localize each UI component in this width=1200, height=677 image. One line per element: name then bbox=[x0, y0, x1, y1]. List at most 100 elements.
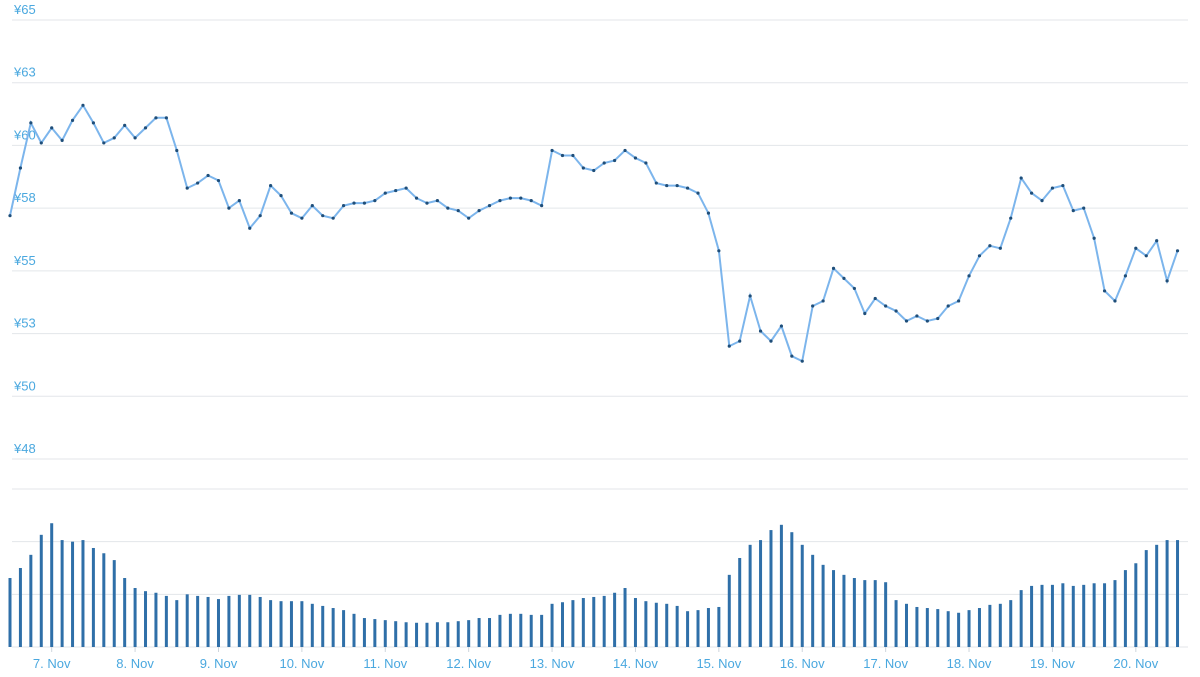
volume-bar bbox=[581, 598, 585, 647]
volume-bar bbox=[894, 600, 898, 647]
volume-bar bbox=[18, 568, 22, 647]
x-tick-label: 11. Nov bbox=[363, 656, 407, 671]
price-point bbox=[477, 209, 481, 213]
price-point bbox=[331, 216, 335, 220]
price-point bbox=[633, 156, 638, 160]
price-point bbox=[790, 354, 794, 358]
volume-bar bbox=[665, 603, 669, 647]
price-point bbox=[904, 319, 909, 323]
volume-bar bbox=[602, 595, 606, 647]
volume-bar bbox=[884, 582, 888, 647]
price-point bbox=[1165, 279, 1169, 283]
volume-bar bbox=[811, 554, 815, 647]
volume-bar bbox=[821, 564, 825, 647]
price-point bbox=[831, 266, 836, 270]
price-point bbox=[696, 191, 700, 195]
volume-bar bbox=[998, 603, 1002, 647]
price-point bbox=[39, 141, 43, 145]
volume-bar bbox=[706, 608, 710, 647]
volume-bar bbox=[404, 622, 408, 647]
price-point bbox=[1009, 216, 1013, 220]
volume-bar bbox=[988, 604, 992, 647]
price-point bbox=[206, 173, 210, 178]
volume-bar bbox=[216, 599, 220, 647]
price-point bbox=[216, 178, 221, 183]
x-tick-label: 20. Nov bbox=[1113, 656, 1158, 671]
volume-bar bbox=[300, 601, 304, 647]
price-point bbox=[321, 214, 325, 218]
volume-bar bbox=[71, 541, 75, 647]
volume-bar bbox=[759, 540, 763, 647]
price-point bbox=[112, 136, 116, 140]
price-point bbox=[414, 196, 419, 200]
price-point bbox=[1019, 176, 1023, 180]
price-point bbox=[758, 329, 763, 333]
price-point bbox=[60, 138, 64, 143]
volume-bar bbox=[279, 601, 283, 647]
price-point bbox=[362, 201, 367, 205]
price-point bbox=[394, 188, 398, 193]
volume-bar bbox=[154, 592, 158, 647]
price-point bbox=[1061, 183, 1065, 188]
volume-bar bbox=[50, 523, 54, 647]
volume-bar bbox=[488, 618, 492, 647]
volume-bar bbox=[957, 612, 961, 647]
volume-bar bbox=[946, 611, 950, 647]
volume-bar bbox=[269, 600, 273, 647]
price-point bbox=[998, 246, 1002, 250]
volume-bar bbox=[832, 570, 836, 647]
price-point bbox=[988, 244, 992, 248]
volume-bar bbox=[373, 619, 377, 647]
volume-bar bbox=[592, 596, 596, 647]
price-point bbox=[29, 121, 33, 125]
price-point bbox=[821, 299, 825, 303]
x-tick-label: 15. Nov bbox=[696, 656, 741, 671]
volume-bar bbox=[237, 594, 241, 647]
volume-bar bbox=[738, 557, 742, 647]
price-point bbox=[341, 204, 346, 208]
price-point bbox=[613, 158, 617, 163]
volume-bar bbox=[185, 594, 189, 647]
price-point bbox=[1029, 191, 1034, 195]
y-tick-label: ¥65 bbox=[13, 2, 36, 17]
volume-bar bbox=[1103, 583, 1107, 647]
price-point bbox=[237, 199, 241, 203]
volume-bar bbox=[206, 596, 210, 647]
volume-bar bbox=[1113, 580, 1117, 647]
volume-bar bbox=[529, 614, 533, 647]
x-tick-label: 9. Nov bbox=[200, 656, 238, 671]
volume-bar bbox=[675, 605, 679, 647]
volume-bar bbox=[60, 540, 64, 647]
price-point bbox=[967, 274, 971, 278]
price-point bbox=[529, 199, 533, 203]
price-point bbox=[456, 209, 460, 213]
volume-bar bbox=[717, 606, 721, 647]
price-point bbox=[769, 339, 773, 343]
volume-bar bbox=[112, 560, 116, 647]
volume-bar bbox=[779, 524, 783, 647]
price-point bbox=[571, 153, 575, 158]
price-point bbox=[727, 344, 731, 348]
price-point bbox=[654, 181, 658, 185]
price-point bbox=[123, 123, 127, 127]
price-point bbox=[1155, 239, 1159, 243]
x-tick-label: 10. Nov bbox=[279, 656, 324, 671]
price-point bbox=[675, 183, 679, 188]
volume-bar bbox=[362, 618, 366, 647]
volume-bar bbox=[686, 611, 690, 647]
volume-bar bbox=[144, 591, 148, 647]
price-point bbox=[1123, 274, 1128, 278]
x-tick-label: 13. Nov bbox=[530, 656, 575, 671]
price-point bbox=[175, 148, 179, 153]
price-point bbox=[1082, 206, 1086, 210]
x-tick-label: 14. Nov bbox=[613, 656, 658, 671]
volume-bar bbox=[623, 588, 627, 647]
volume-bar bbox=[1061, 583, 1065, 647]
price-point bbox=[269, 183, 273, 188]
price-point bbox=[164, 116, 168, 120]
price-point bbox=[91, 121, 95, 125]
volume-bar bbox=[289, 601, 293, 647]
volume-bar bbox=[102, 553, 106, 647]
volume-bar bbox=[1123, 570, 1127, 647]
